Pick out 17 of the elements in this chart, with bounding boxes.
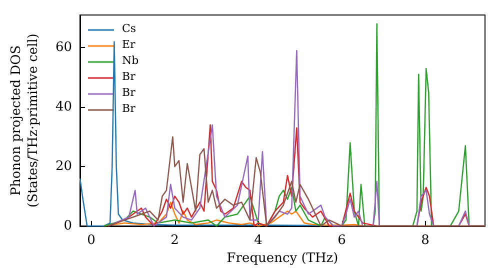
legend-label: Br (122, 86, 136, 99)
x-axis-title: Frequency (THz) (226, 251, 338, 266)
y-tick-label: 20 (55, 159, 72, 174)
y-axis-title: Phonon projected DOS (States/THz·primitive cell) (9, 33, 41, 208)
y-tick-label: 0 (64, 218, 72, 234)
x-tick-label: 8 (421, 233, 430, 248)
y-tick-label: 60 (55, 40, 72, 56)
legend-label: Nb (122, 54, 139, 67)
legend-label: Cs (122, 22, 136, 35)
legend-label: Br (122, 70, 136, 83)
y-tick-label: 40 (55, 100, 72, 115)
legend-label: Er (122, 38, 136, 51)
legend-label: Br (122, 102, 136, 115)
x-tick-label: 6 (338, 233, 346, 248)
x-tick-label: 0 (87, 233, 96, 248)
x-tick-label: 2 (170, 233, 179, 248)
x-tick-label: 4 (254, 233, 262, 248)
